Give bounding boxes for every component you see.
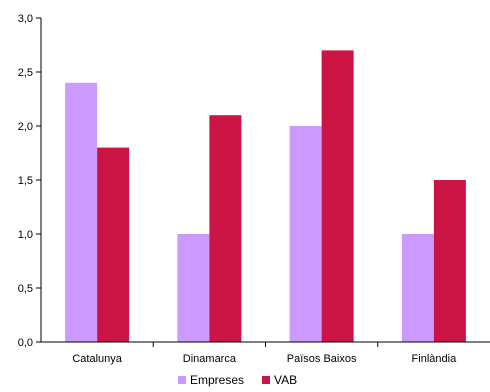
x-tick-label: Països Baixos	[287, 353, 357, 365]
bar-empreses-0	[65, 82, 98, 343]
x-tick-label: Catalunya	[72, 353, 122, 365]
y-axis: 0,0 0,5 1,0 1,5 2,0 2,5 3,0	[18, 13, 42, 349]
bar-vab-0	[97, 147, 130, 342]
bar-empreses-3	[401, 234, 434, 342]
y-tick-label: 1,0	[18, 229, 33, 241]
bar-empreses-2	[289, 126, 322, 342]
bar-empreses-1	[177, 234, 210, 342]
legend-swatch-empreses	[178, 376, 186, 384]
bar-vab-3	[433, 180, 466, 342]
x-tick-label: Dinamarca	[183, 353, 237, 365]
bar-vab-1	[209, 115, 242, 342]
y-tick-label: 1,5	[18, 175, 33, 187]
legend-swatch-vab	[262, 376, 270, 384]
legend: Empreses VAB	[178, 373, 297, 387]
y-tick-label: 2,0	[18, 121, 33, 133]
bar-vab-2	[321, 50, 354, 343]
y-tick-label: 2,5	[18, 67, 33, 79]
y-tick-label: 0,5	[18, 283, 33, 295]
y-tick-label: 3,0	[18, 13, 33, 25]
x-tick-label: Finlàndia	[412, 353, 458, 365]
y-tick-label: 0,0	[18, 337, 33, 349]
x-axis: Catalunya Dinamarca Països Baixos Finlàndia	[41, 341, 490, 365]
legend-label-vab: VAB	[274, 373, 297, 387]
legend-label-empreses: Empreses	[190, 373, 244, 387]
bars	[65, 50, 466, 343]
